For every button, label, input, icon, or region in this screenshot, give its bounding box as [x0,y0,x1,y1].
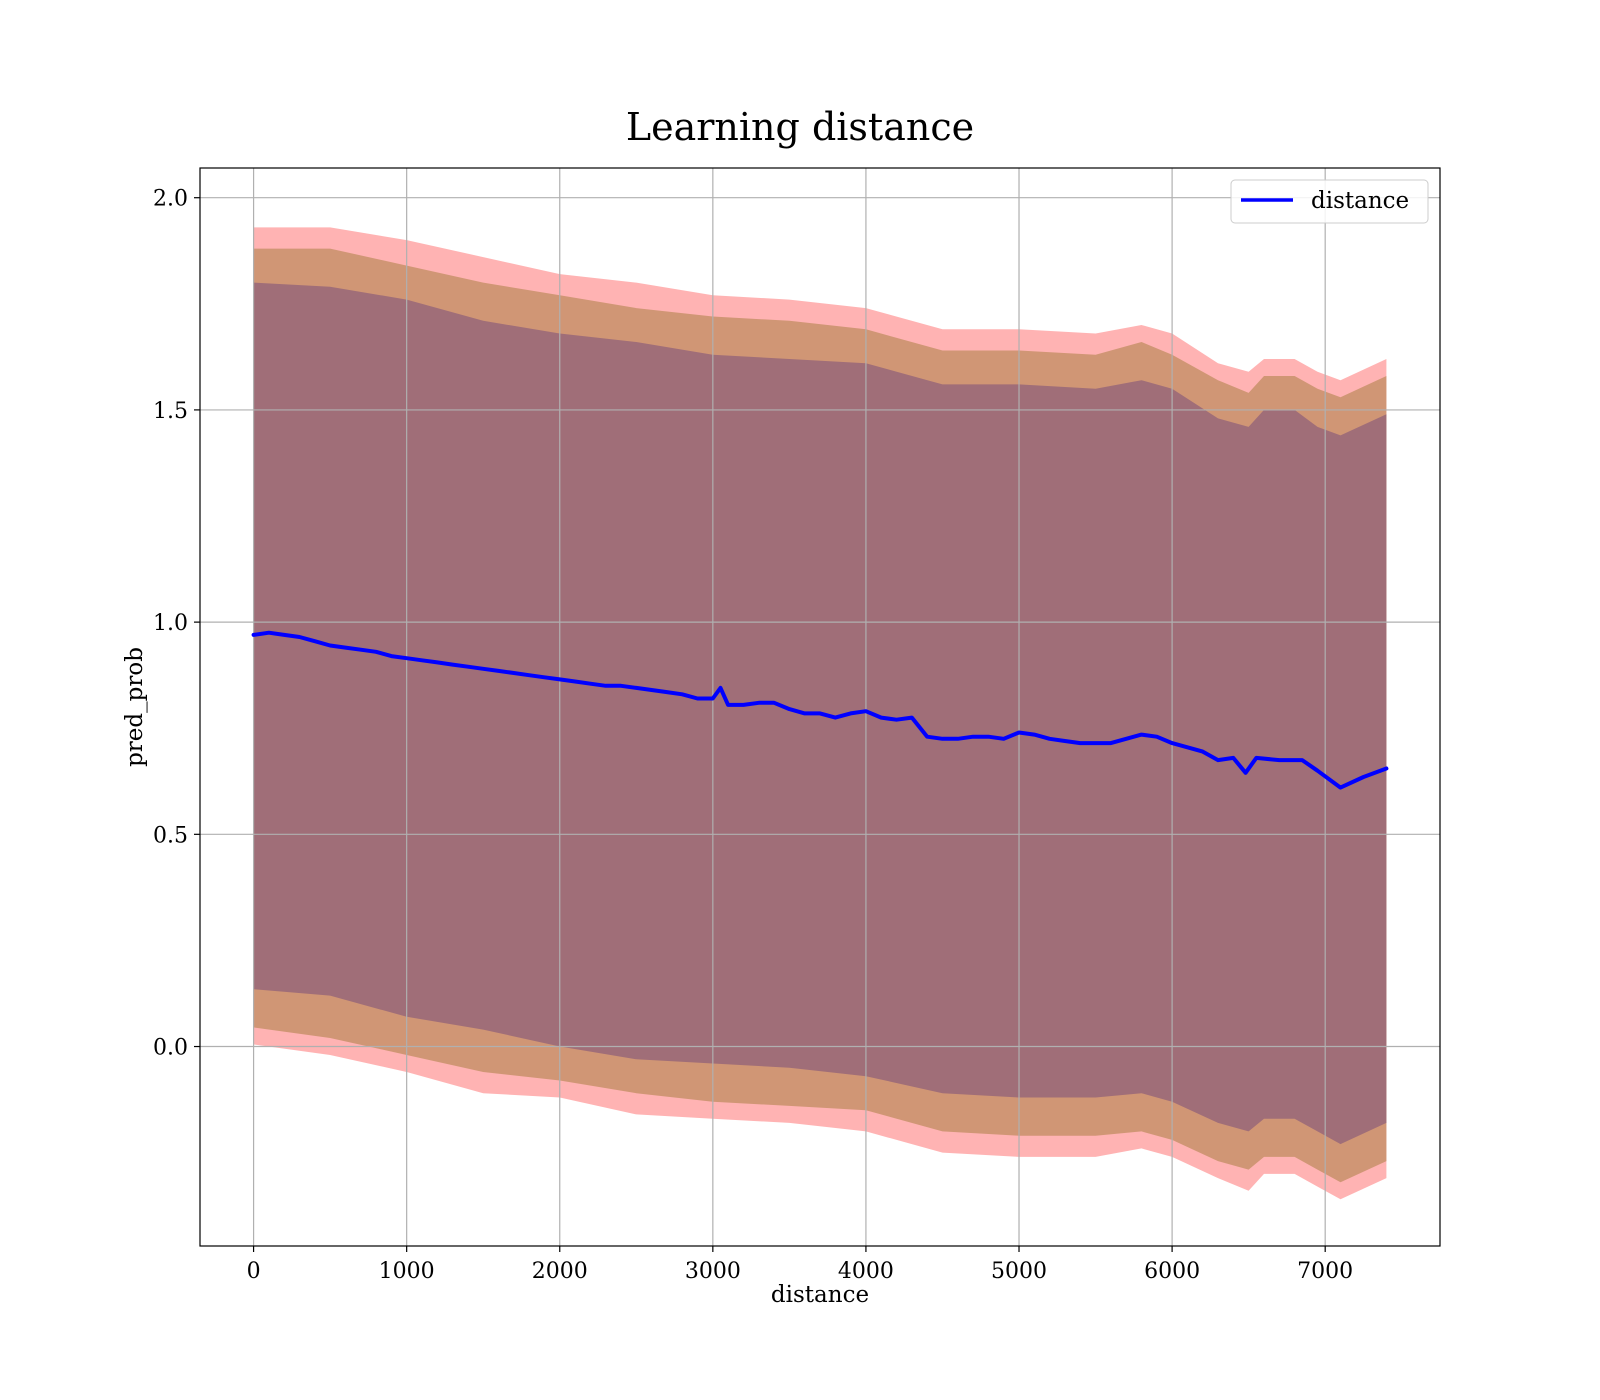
plot-frame [199,167,1441,1247]
y-axis-ticks: 0.0 0.5 1.0 1.5 2.0 [153,187,200,1061]
grid-lines [200,168,1440,1246]
y-tick-label: 1.5 [153,399,188,424]
x-tick-label: 2000 [532,1259,588,1284]
chart-title: Learning distance [626,105,974,149]
x-tick-label: 4000 [838,1259,894,1284]
x-tick-label: 5000 [991,1259,1047,1284]
y-tick-label: 2.0 [153,187,188,212]
series-line-distance [251,630,1389,790]
y-axis-label: pred_prob [122,647,148,767]
x-tick-label: 6000 [1144,1259,1200,1284]
x-tick-label: 0 [247,1259,261,1284]
x-tick-label: 3000 [685,1259,741,1284]
x-tick-label: 1000 [379,1259,435,1284]
x-axis-ticks: 0 1000 2000 3000 4000 5000 6000 7000 [247,1246,1353,1284]
x-tick-label: 7000 [1297,1259,1353,1284]
y-tick-label: 0.5 [153,823,188,848]
confidence-bands [253,227,1387,1200]
series-line-layer [251,630,1389,790]
legend-box [1230,179,1429,224]
y-tick-label: 1.0 [153,611,188,636]
legend: distance [1230,179,1429,224]
y-tick-label: 0.0 [153,1036,188,1061]
legend-label-distance: distance [1311,188,1409,214]
x-axis-label: distance [771,1282,869,1308]
